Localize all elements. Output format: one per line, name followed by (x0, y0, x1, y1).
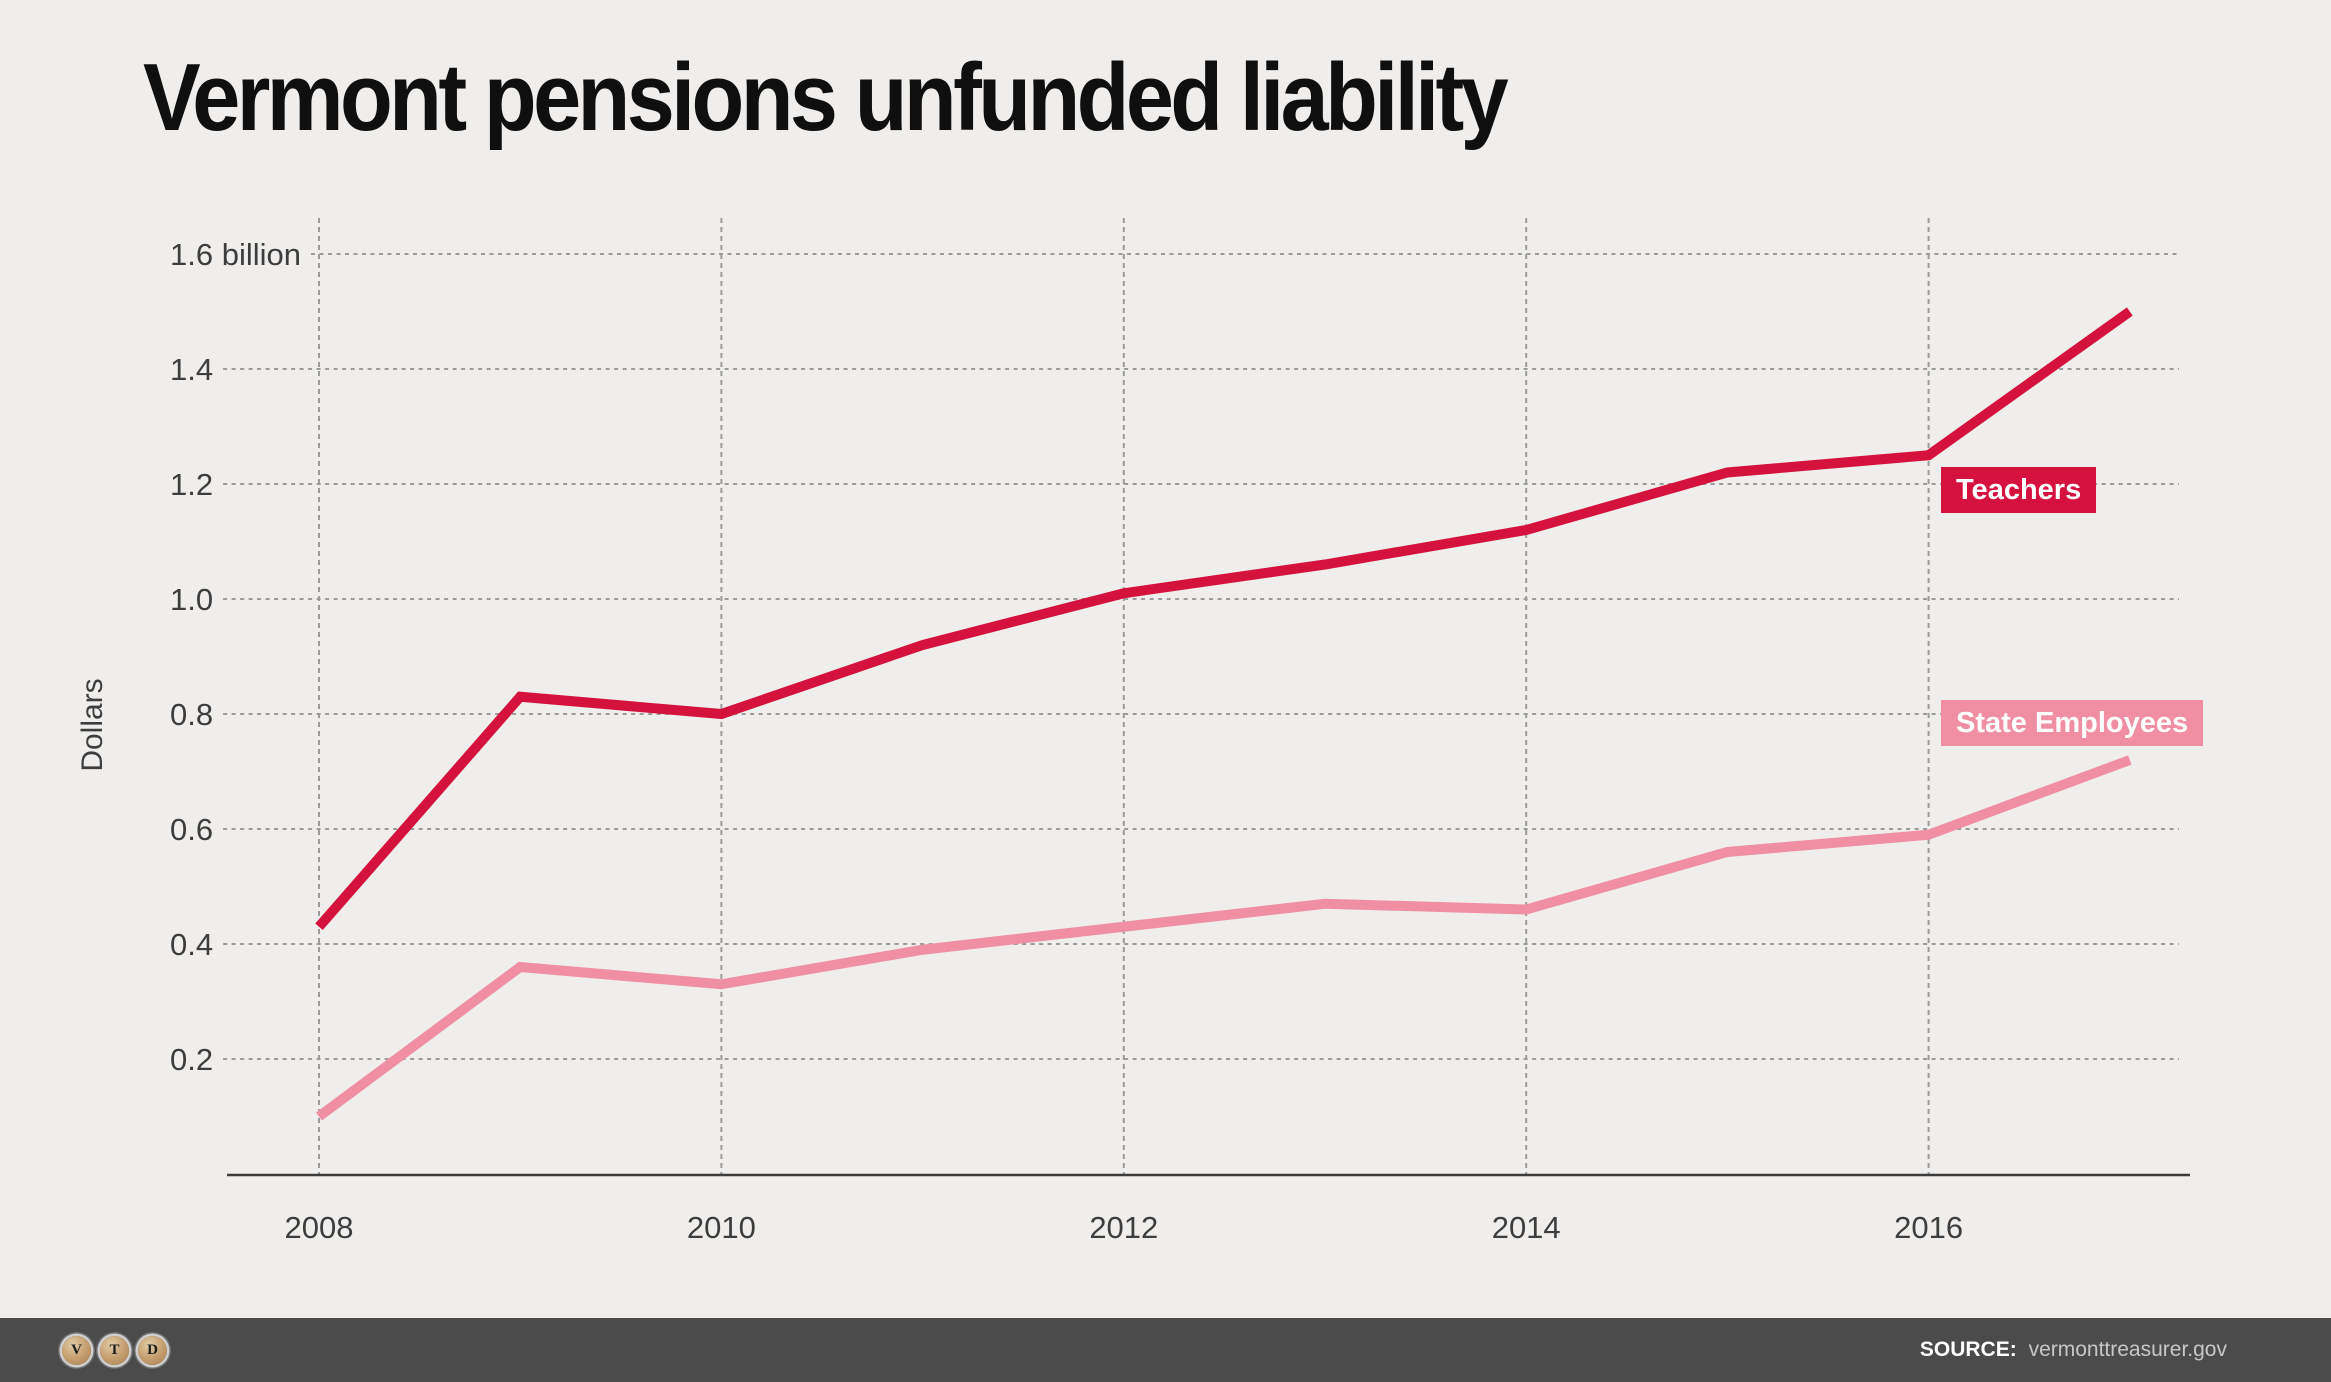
source-label: SOURCE: (1919, 1338, 2017, 1361)
y-tick-label: 1.6 billion (170, 237, 301, 272)
teachers-line (315, 307, 2133, 931)
vtdigger-logo: V T D (58, 1335, 167, 1365)
source-credit: SOURCE: vermonttreasurer.gov (1920, 1338, 2227, 1362)
x-tick-label: 2014 (1492, 1210, 1561, 1245)
legend-label-teachers: Teachers (1956, 473, 2082, 506)
y-tick-label: 0.2 (170, 1042, 213, 1077)
x-tick-label: 2010 (687, 1210, 756, 1245)
legend-chip-state-employees: State Employees (1941, 700, 2204, 746)
logo-key-v-icon: V (62, 1335, 91, 1365)
state-employees-line (316, 755, 2132, 1121)
chart-title: Vermont pensions unfunded liability (143, 44, 1509, 151)
y-tick-label: 0.4 (170, 927, 213, 962)
legend-label-state-employees: State Employees (1956, 706, 2189, 739)
logo-key-d-icon: D (138, 1335, 167, 1365)
y-tick-label: 1.0 (170, 582, 213, 617)
x-tick-label: 2016 (1894, 1210, 1963, 1245)
source-value: vermonttreasurer.gov (2028, 1338, 2227, 1361)
y-tick-label: 0.8 (170, 697, 213, 732)
logo-key-t-icon: T (100, 1335, 129, 1365)
x-tick-label: 2008 (285, 1210, 354, 1245)
footer-bar: V T D SOURCE: vermonttreasurer.gov (0, 1318, 2331, 1382)
y-tick-label: 0.6 (170, 812, 213, 847)
y-tick-label: 1.4 (170, 352, 213, 387)
legend-chip-teachers: Teachers (1941, 467, 2097, 513)
y-tick-label: 1.2 (170, 467, 213, 502)
x-tick-label: 2012 (1089, 1210, 1158, 1245)
